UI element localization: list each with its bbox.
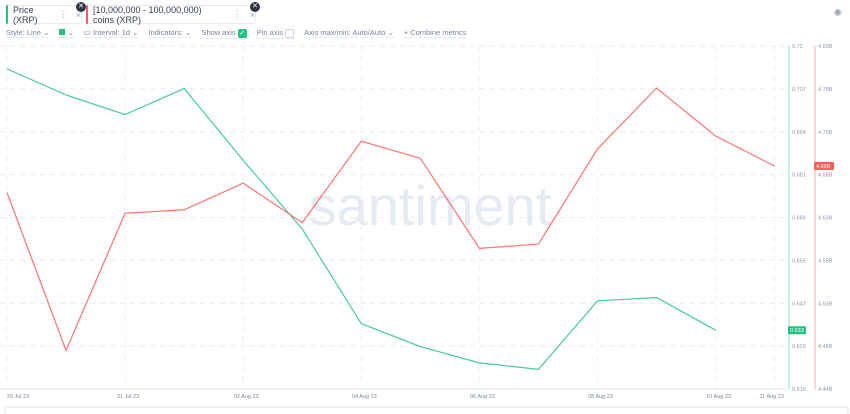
x-tick-label: 08 Aug 23 — [588, 394, 613, 400]
tab-label: Price (XRP) — [13, 4, 38, 25]
indicators-dropdown[interactable]: Indicators: ⌄ — [148, 28, 192, 39]
y-tick-label: 4.83B — [818, 44, 833, 50]
x-tick-label: 02 Aug 23 — [234, 394, 259, 400]
y-tick-label: 0.655 — [792, 258, 806, 264]
pin-axis-toggle[interactable]: Pin axis — [256, 28, 295, 39]
y-tick-label: 4.68B — [818, 173, 833, 179]
navigator — [4, 406, 849, 414]
show-axis-toggle[interactable]: Show axis ✓ — [201, 28, 247, 39]
close-icon[interactable]: × — [75, 9, 81, 20]
y-tick-label: 4.53B — [818, 301, 833, 307]
last-value-label: 4.69B — [816, 164, 831, 170]
last-value-badge — [788, 326, 806, 335]
settings-icon[interactable]: ✺ — [833, 8, 842, 19]
y-tick-label: 4.44B — [818, 387, 833, 393]
y-tick-label: 4.63B — [818, 216, 833, 222]
y-tick-label: 4.48B — [818, 344, 833, 350]
tab-price[interactable]: Price (XRP) ⋮ × — [6, 4, 82, 25]
y-tick-label: 0.629 — [792, 344, 806, 350]
close-icon[interactable]: × — [249, 9, 255, 20]
tab-coins[interactable]: [10,000,000 - 100,000,000) coins (XRP) ⋮ × — [86, 4, 256, 25]
x-tick-label: 10 Aug 23 — [706, 394, 731, 400]
y-tick-label: 0.72 — [792, 44, 803, 50]
checkbox[interactable] — [285, 28, 295, 38]
more-icon[interactable]: ⋮ — [232, 9, 242, 19]
watermark: santiment — [309, 174, 552, 237]
last-value-badge — [814, 162, 834, 171]
remove-metric-icon[interactable]: ✕ — [250, 2, 260, 12]
color-picker[interactable]: ⌄ — [59, 28, 74, 39]
combine-metrics-button[interactable]: + Combine metrics — [403, 28, 467, 39]
checkbox-checked[interactable]: ✓ — [237, 28, 247, 38]
x-tick-label: 11 Aug 23 — [759, 394, 783, 400]
y-tick-label: 0.707 — [792, 87, 806, 93]
y-tick-label: 0.668 — [792, 216, 806, 222]
y-tick-label: 4.78B — [818, 87, 833, 93]
tab-label: [10,000,000 - 100,000,000) coins (XRP) — [93, 4, 202, 25]
style-dropdown[interactable]: Style: Line ⌄ — [6, 28, 50, 39]
last-value-label: 0.633 — [790, 328, 804, 334]
calendar-icon: ▭ — [83, 28, 91, 38]
x-tick-label: 31 Jul 23 — [117, 394, 139, 400]
y-tick-label: 4.73B — [818, 130, 833, 136]
x-tick-label: 29 Jul 23 — [7, 394, 29, 400]
remove-metric-icon[interactable]: ✕ — [76, 2, 86, 12]
x-tick-label: 04 Aug 23 — [352, 394, 377, 400]
y-tick-label: 0.694 — [792, 130, 806, 136]
y-tick-label: 0.615 — [792, 387, 806, 393]
y-tick-label: 0.642 — [792, 301, 806, 307]
more-icon[interactable]: ⋮ — [58, 9, 68, 19]
series-line — [6, 87, 775, 353]
axis-maxmin-dropdown[interactable]: Axis max/min: Auto/Auto ⌄ — [304, 28, 394, 39]
y-tick-label: 0.681 — [792, 173, 806, 179]
y-tick-label: 4.58B — [818, 258, 833, 264]
x-tick-label: 06 Aug 23 — [470, 394, 495, 400]
interval-dropdown[interactable]: ▭ Interval: 1d ⌄ — [83, 28, 139, 39]
